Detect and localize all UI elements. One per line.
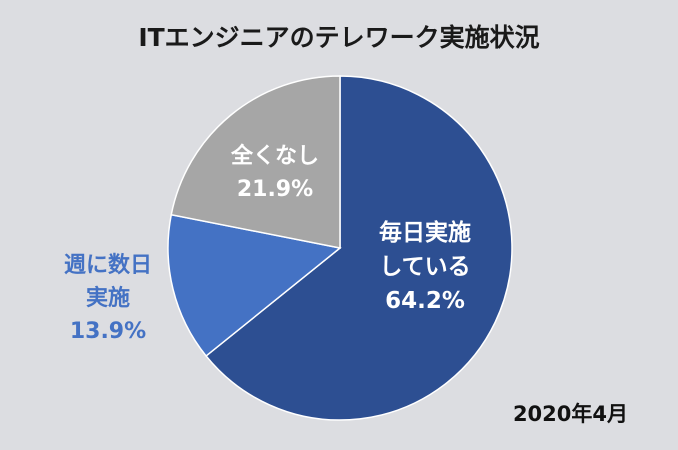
slice-label-0: 毎日実施している 64.2% bbox=[379, 219, 471, 314]
slice-label-line: 毎日実施 bbox=[379, 219, 471, 246]
date-annotation: 2020年4月 bbox=[512, 402, 628, 426]
slice-label-line: 実施 bbox=[86, 285, 130, 311]
slice-value-label: 64.2% bbox=[385, 288, 465, 314]
slice-label-line: している bbox=[379, 254, 470, 280]
slice-value-label: 13.9% bbox=[70, 319, 146, 344]
chart-title: ITエンジニアのテレワーク実施状況 bbox=[138, 23, 540, 52]
slice-label-line: 全くなし bbox=[230, 143, 319, 169]
pie-slice-0 bbox=[205, 75, 513, 421]
slice-label-2: 全くなし 21.9% bbox=[230, 143, 319, 202]
slice-label-line: 週に数日 bbox=[64, 252, 152, 278]
slice-label-1: 週に数日実施 13.9% bbox=[64, 252, 152, 344]
pie-slice-2 bbox=[170, 75, 341, 249]
pie-slice-1 bbox=[167, 213, 342, 358]
slice-value-label: 21.9% bbox=[237, 177, 313, 202]
